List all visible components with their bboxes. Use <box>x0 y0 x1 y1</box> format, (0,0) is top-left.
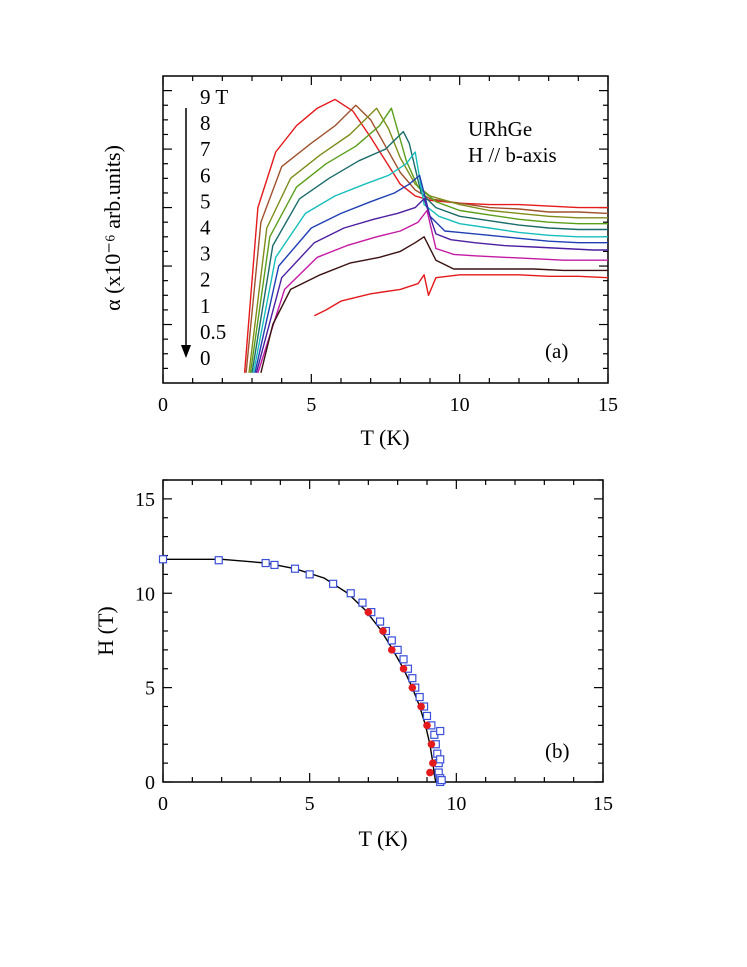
circle-point <box>388 646 396 654</box>
square-point <box>387 636 396 645</box>
field-arrow-head <box>181 345 191 358</box>
panel-b-y-tick-label: 15 <box>135 489 155 511</box>
panel-b-y-axis-title: H (T) <box>93 606 118 655</box>
square-point <box>261 558 270 568</box>
square-point <box>436 755 445 764</box>
series-line-8T <box>245 104 609 373</box>
panel-b-x-tick-label: 0 <box>158 793 168 815</box>
panel-a-x-tick-labels: 0 5 10 15 <box>158 394 618 416</box>
series-line-7T <box>248 107 608 373</box>
panel-b-x-tick-labels: 0 5 10 15 <box>158 793 613 815</box>
square-point <box>214 556 223 565</box>
panel-b-y-tick-label: 5 <box>145 678 155 700</box>
square-point <box>358 598 367 607</box>
square-point <box>290 564 300 573</box>
square-point <box>270 560 279 570</box>
field-label: 0.5 <box>200 320 226 344</box>
panel-a-x-tick-label: 15 <box>598 394 618 416</box>
panel-b-y-tick-labels: 0 5 10 15 <box>135 489 155 794</box>
field-label: 0 <box>200 346 211 370</box>
square-point <box>408 674 417 683</box>
panel-a: 0 5 10 15 T (K) α (x10⁻⁶ arb.units) (a) URh… <box>100 75 618 450</box>
square-point <box>329 579 338 588</box>
square-point <box>436 726 445 736</box>
annotation-material: URhGe <box>468 117 532 141</box>
circle-point <box>429 759 437 767</box>
series-line-1T <box>257 209 608 374</box>
square-point <box>305 570 314 579</box>
annotation-field-direction: H // b-axis <box>468 143 557 167</box>
field-label: 5 <box>200 189 211 213</box>
panel-a-x-tick-label: 5 <box>306 394 316 416</box>
field-label: 2 <box>200 268 211 292</box>
circle-point <box>399 664 408 673</box>
phase-boundary-line <box>163 558 437 783</box>
panel-a-frame <box>162 75 609 384</box>
panel-b: 0 5 10 15 0 5 10 15 T (K) H (T) (b) <box>93 479 613 851</box>
circle-point <box>379 627 387 635</box>
series-line-3T <box>254 174 608 373</box>
panel-a-x-tick-label: 10 <box>450 394 470 416</box>
square-point <box>375 617 385 626</box>
panel-a-x-axis-title: T (K) <box>360 425 409 450</box>
field-label: 7 <box>200 137 211 161</box>
field-label: 4 <box>200 216 211 240</box>
square-point <box>422 711 432 721</box>
panel-b-label: (b) <box>545 739 570 763</box>
panel-b-y-tick-label: 10 <box>135 583 155 605</box>
field-label: 8 <box>200 111 211 135</box>
series-line-2T <box>255 198 608 373</box>
panel-a-ticks <box>162 76 609 383</box>
panel-b-x-axis-title: T (K) <box>358 826 407 851</box>
panel-a-y-axis-title: α (x10⁻⁶ arb.units) <box>100 145 125 311</box>
circle-point <box>423 721 431 730</box>
circle-point <box>417 702 425 711</box>
series-line-5T <box>251 130 608 373</box>
field-label: 3 <box>200 242 211 266</box>
field-label: 9 T <box>200 85 228 109</box>
circle-point <box>427 740 436 749</box>
circle-point <box>364 608 373 616</box>
square-point <box>346 589 355 598</box>
panel-b-series <box>158 555 446 787</box>
circle-point <box>426 768 434 777</box>
panel-b-x-tick-label: 5 <box>305 793 315 815</box>
panel-a-series <box>243 98 609 374</box>
panel-a-x-tick-label: 0 <box>158 394 168 416</box>
square-point <box>399 655 408 664</box>
square-point <box>437 776 446 785</box>
field-label: 1 <box>200 294 211 318</box>
panel-a-label: (a) <box>545 339 568 363</box>
square-point <box>415 692 424 702</box>
panel-b-x-tick-label: 10 <box>446 793 466 815</box>
panel-b-x-tick-label: 15 <box>593 793 613 815</box>
field-label: 6 <box>200 163 211 187</box>
panel-b-y-tick-label: 0 <box>145 772 155 794</box>
square-point <box>158 555 168 564</box>
series-line-0p5T <box>260 236 608 373</box>
series-line-6T <box>249 107 608 373</box>
series-line-0T <box>313 274 609 317</box>
circle-point <box>408 683 417 692</box>
